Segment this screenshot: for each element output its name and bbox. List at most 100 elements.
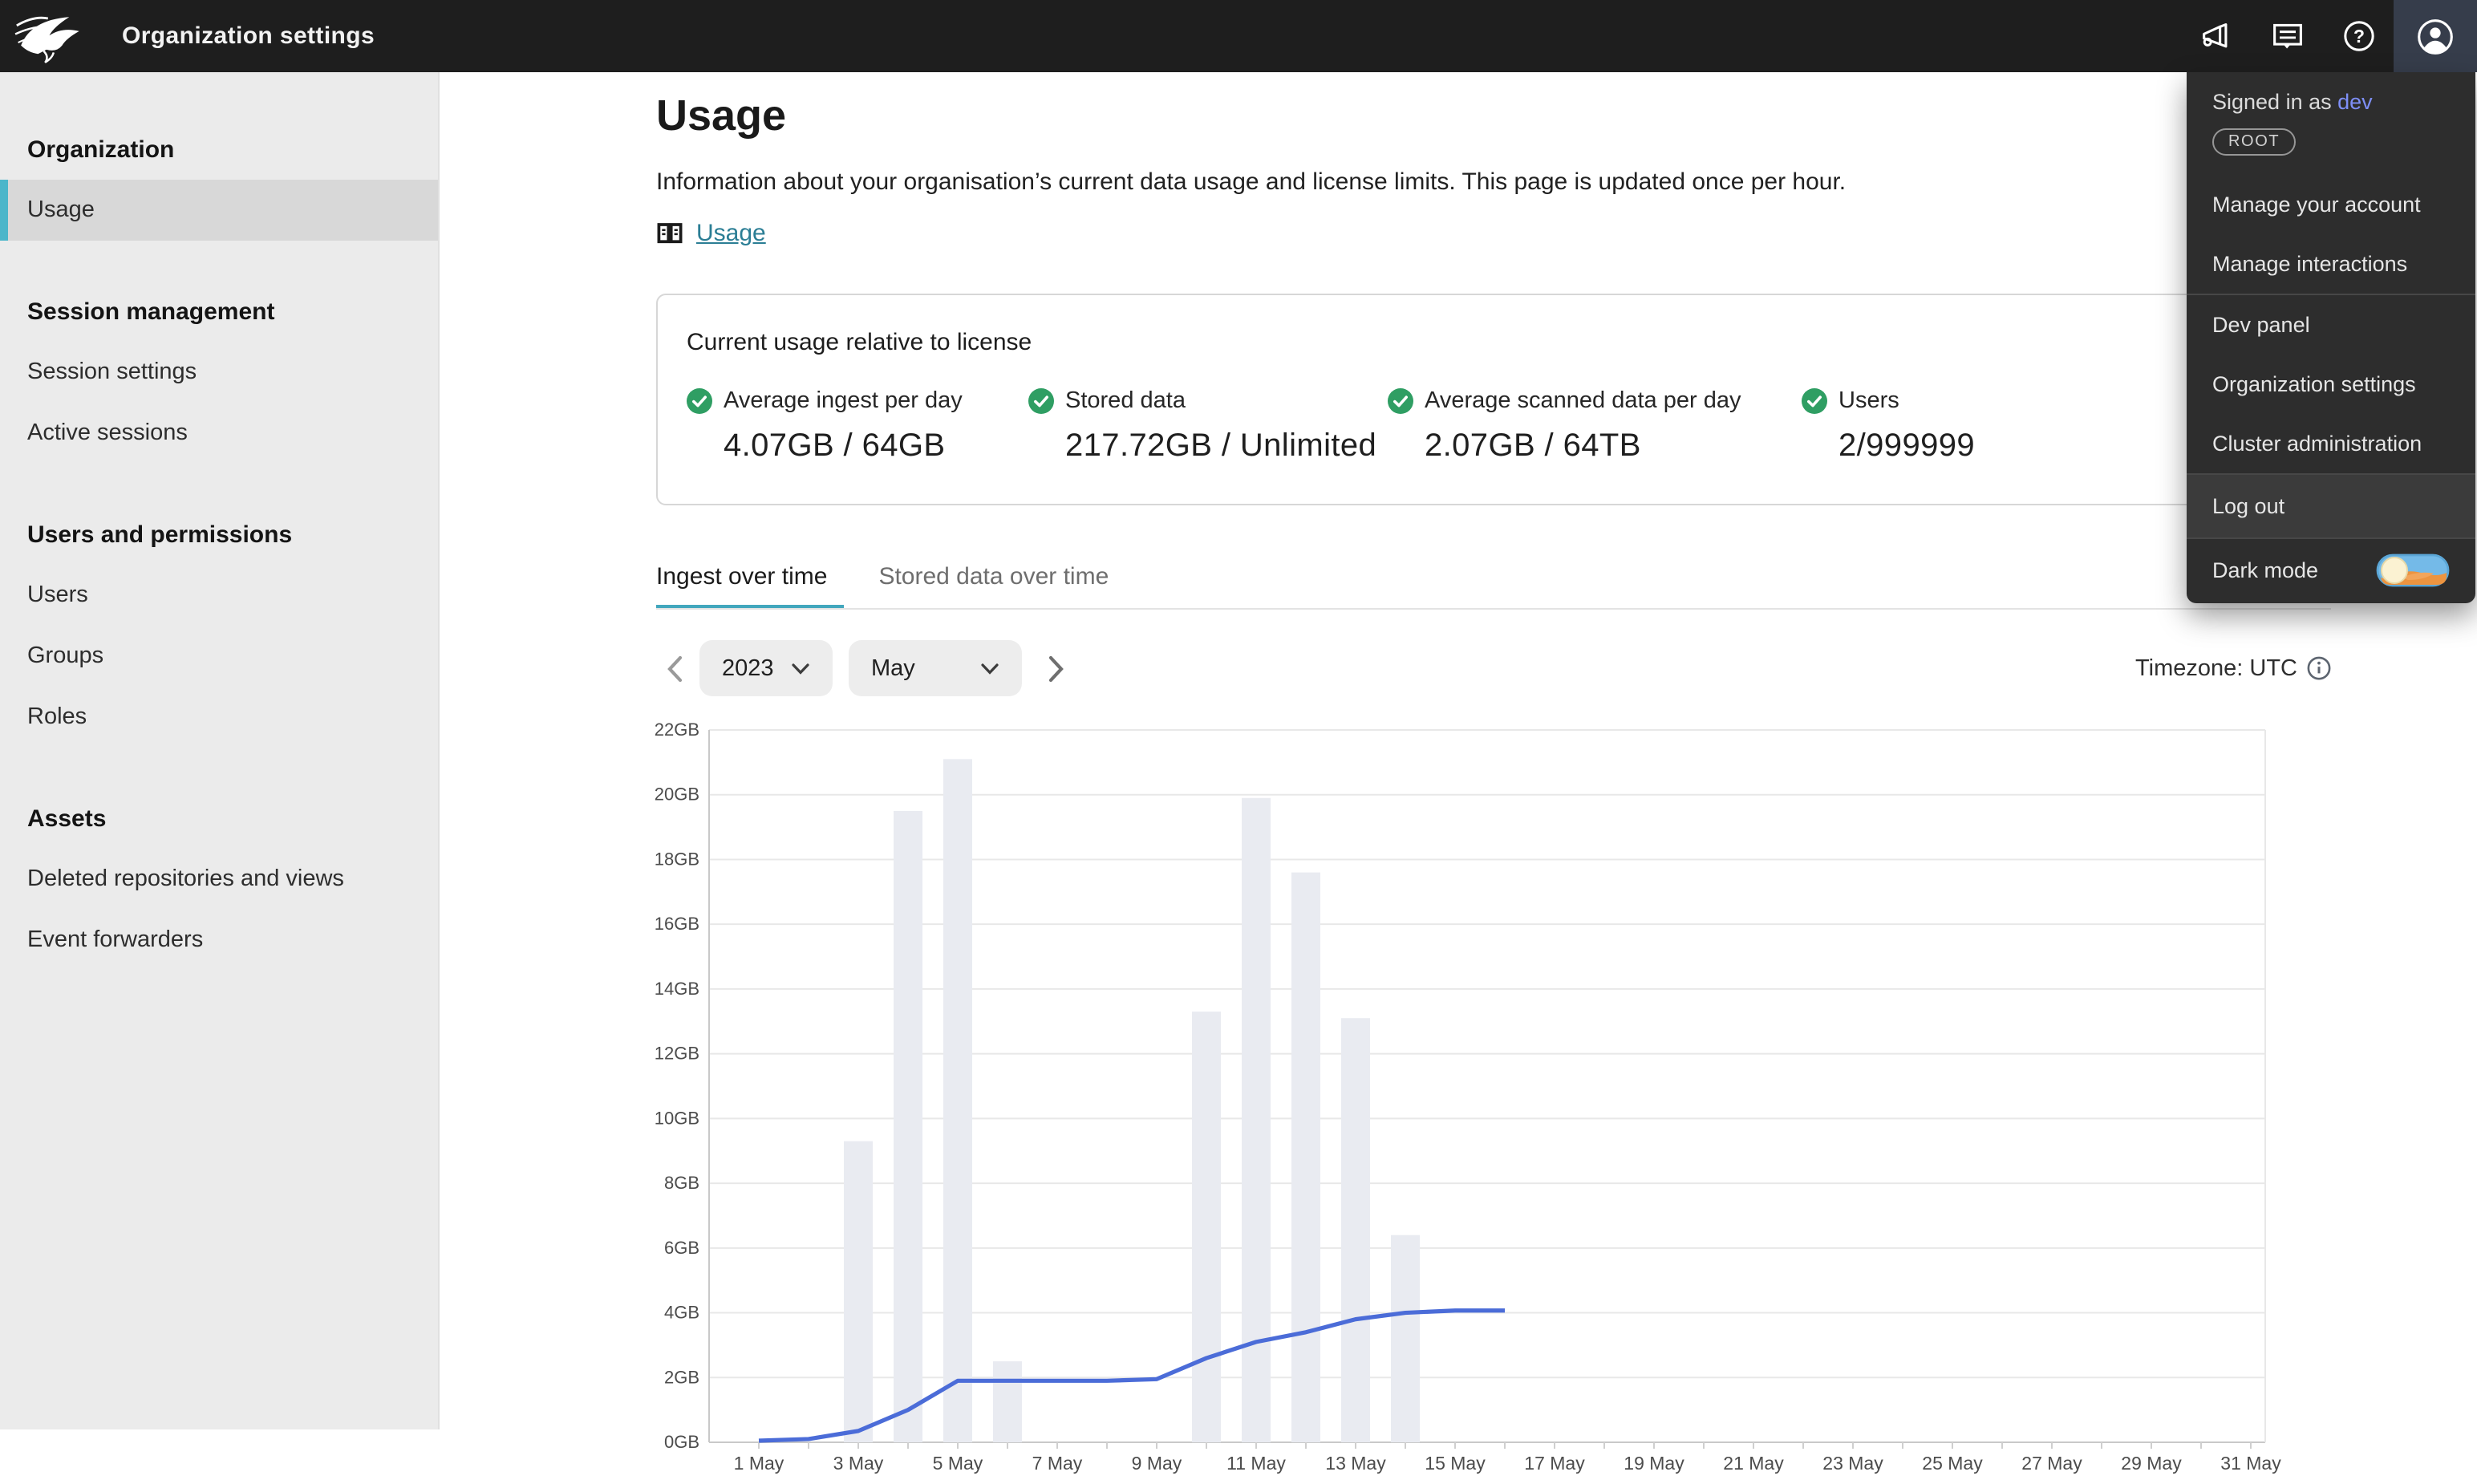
- top-bar: Organization settings ?: [0, 0, 2477, 72]
- info-icon[interactable]: [2307, 656, 2331, 680]
- usage-docs-link[interactable]: Usage: [696, 220, 766, 247]
- chevron-down-icon: [981, 663, 999, 674]
- dark-mode-label: Dark mode: [2212, 558, 2319, 582]
- chevron-right-icon: [1048, 655, 1063, 682]
- average-ingest-line: [758, 1308, 1505, 1443]
- help-button[interactable]: ?: [2323, 0, 2394, 72]
- sidebar-item-users[interactable]: Users: [27, 582, 88, 608]
- stat-users: Users 2/999999: [1802, 388, 2122, 465]
- y-axis-tick-label: 0GB: [664, 1432, 699, 1452]
- sidebar-section-assets: Assets: [27, 805, 107, 833]
- y-axis-tick-label: 18GB: [655, 849, 699, 869]
- main-content: Usage Information about your organisatio…: [440, 72, 2477, 1474]
- stat-label: Average ingest per day: [724, 388, 963, 414]
- menu-item-manage-account[interactable]: Manage your account: [2212, 193, 2421, 217]
- stat-stored-data: Stored data 217.72GB / Unlimited: [1028, 388, 1388, 465]
- tab-ingest-over-time[interactable]: Ingest over time: [656, 563, 843, 610]
- page-description: Information about your organisation’s cu…: [656, 168, 1847, 196]
- user-avatar-icon: [2418, 18, 2453, 54]
- ingest-bar: [993, 1361, 1022, 1442]
- stat-value: 2.07GB / 64TB: [1425, 428, 1641, 464]
- settings-sidebar: Organization Usage Session management Se…: [0, 72, 440, 1429]
- next-month-button[interactable]: [1038, 640, 1073, 696]
- sidebar-item-usage[interactable]: Usage: [0, 180, 438, 241]
- stat-value: 4.07GB / 64GB: [724, 428, 946, 464]
- dark-mode-toggle[interactable]: [2376, 553, 2450, 587]
- x-axis-tick-label: 21 May: [1723, 1453, 1784, 1474]
- stat-value: 217.72GB / Unlimited: [1065, 428, 1377, 464]
- menu-item-manage-interactions[interactable]: Manage interactions: [2212, 252, 2408, 276]
- menu-divider: [2187, 537, 2475, 539]
- ingest-bar: [943, 759, 972, 1442]
- y-axis-tick-label: 8GB: [664, 1173, 699, 1193]
- sidebar-item-session-settings[interactable]: Session settings: [27, 359, 197, 385]
- x-axis-tick-label: 11 May: [1226, 1453, 1286, 1474]
- ingest-bar: [894, 810, 922, 1442]
- menu-item-dev-panel[interactable]: Dev panel: [2212, 313, 2310, 337]
- sidebar-section-session-management: Session management: [27, 298, 275, 326]
- year-select[interactable]: 2023: [699, 640, 833, 696]
- tab-stored-data-over-time[interactable]: Stored data over time: [878, 563, 1109, 590]
- license-usage-card: Current usage relative to license Averag…: [656, 294, 2331, 505]
- megaphone-icon: [2203, 22, 2228, 47]
- stat-average-scanned: Average scanned data per day 2.07GB / 64…: [1388, 388, 1802, 465]
- x-axis-tick-label: 17 May: [1524, 1453, 1585, 1474]
- menu-item-cluster-administration[interactable]: Cluster administration: [2212, 432, 2422, 456]
- x-axis-tick-label: 13 May: [1325, 1453, 1386, 1474]
- x-axis-tick-label: 1 May: [734, 1453, 784, 1474]
- chart-controls: 2023 May Timezone: UTC: [656, 640, 2331, 696]
- page-title: Usage: [656, 91, 787, 140]
- page-header-title: Organization settings: [122, 22, 375, 50]
- ingest-bar: [844, 1141, 873, 1442]
- ingest-bar: [1242, 797, 1271, 1442]
- user-avatar-button[interactable]: [2394, 0, 2477, 72]
- y-axis-tick-label: 22GB: [655, 720, 699, 740]
- sidebar-section-organization: Organization: [27, 136, 175, 164]
- falcon-logo-icon[interactable]: [0, 0, 93, 72]
- x-axis-tick-label: 27 May: [2021, 1453, 2082, 1474]
- feedback-icon: [2273, 22, 2302, 48]
- stat-value: 2/999999: [1838, 428, 1976, 464]
- user-menu: Signed in as dev ROOT Manage your accoun…: [2187, 72, 2475, 603]
- root-badge: ROOT: [2212, 128, 2297, 156]
- sidebar-item-roles[interactable]: Roles: [27, 704, 87, 730]
- y-axis-tick-label: 4GB: [664, 1303, 699, 1323]
- sidebar-section-users-permissions: Users and permissions: [27, 521, 293, 549]
- ingest-bar: [1192, 1012, 1221, 1442]
- y-axis-tick-label: 10GB: [655, 1108, 699, 1128]
- ingest-bar: [1291, 872, 1320, 1442]
- y-axis-tick-label: 2GB: [664, 1367, 699, 1387]
- chevron-left-icon: [667, 655, 682, 682]
- usage-tabs: Ingest over time Stored data over time: [656, 563, 2331, 610]
- announcements-button[interactable]: [2182, 0, 2252, 72]
- menu-item-organization-settings[interactable]: Organization settings: [2212, 372, 2416, 396]
- x-axis-tick-label: 7 May: [1032, 1453, 1083, 1474]
- x-axis-tick-label: 31 May: [2220, 1453, 2281, 1474]
- feedback-button[interactable]: [2252, 0, 2323, 72]
- sidebar-item-active-sessions[interactable]: Active sessions: [27, 420, 188, 446]
- book-icon: [657, 223, 683, 244]
- license-card-title: Current usage relative to license: [687, 329, 1032, 356]
- menu-divider: [2187, 473, 2475, 475]
- x-axis-tick-label: 19 May: [1624, 1453, 1684, 1474]
- ingest-bar: [1341, 1018, 1370, 1442]
- x-axis-tick-label: 5 May: [933, 1453, 983, 1474]
- stat-label: Users: [1838, 388, 1899, 414]
- y-axis-tick-label: 20GB: [655, 785, 699, 805]
- username-link[interactable]: dev: [2337, 90, 2373, 114]
- x-axis-tick-label: 15 May: [1425, 1453, 1486, 1474]
- svg-text:?: ?: [2353, 26, 2364, 47]
- ingest-over-time-chart: 0GB 2GB 4GB 6GB 8GB 10GB 12GB 14GB 16GB 18GB 20GB 2…: [645, 717, 2329, 1484]
- menu-item-log-out[interactable]: Log out: [2187, 475, 2475, 537]
- sidebar-item-groups[interactable]: Groups: [27, 643, 104, 669]
- ingest-bar: [1391, 1235, 1420, 1442]
- help-icon: ?: [2343, 21, 2374, 51]
- x-axis-tick-label: 3 May: [833, 1453, 884, 1474]
- sidebar-item-deleted-repositories[interactable]: Deleted repositories and views: [27, 866, 344, 892]
- stat-label: Stored data: [1065, 388, 1186, 414]
- month-select[interactable]: May: [849, 640, 1022, 696]
- previous-month-button[interactable]: [656, 640, 691, 696]
- sidebar-item-event-forwarders[interactable]: Event forwarders: [27, 927, 204, 953]
- x-axis-tick-label: 25 May: [1922, 1453, 1983, 1474]
